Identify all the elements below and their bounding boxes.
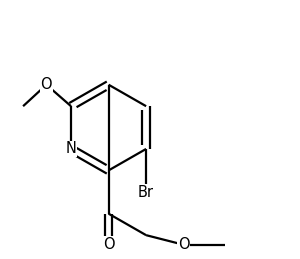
Text: O: O: [103, 237, 114, 252]
Text: N: N: [66, 141, 76, 156]
Text: O: O: [178, 237, 190, 252]
Text: Br: Br: [138, 185, 154, 200]
Text: O: O: [40, 77, 52, 92]
